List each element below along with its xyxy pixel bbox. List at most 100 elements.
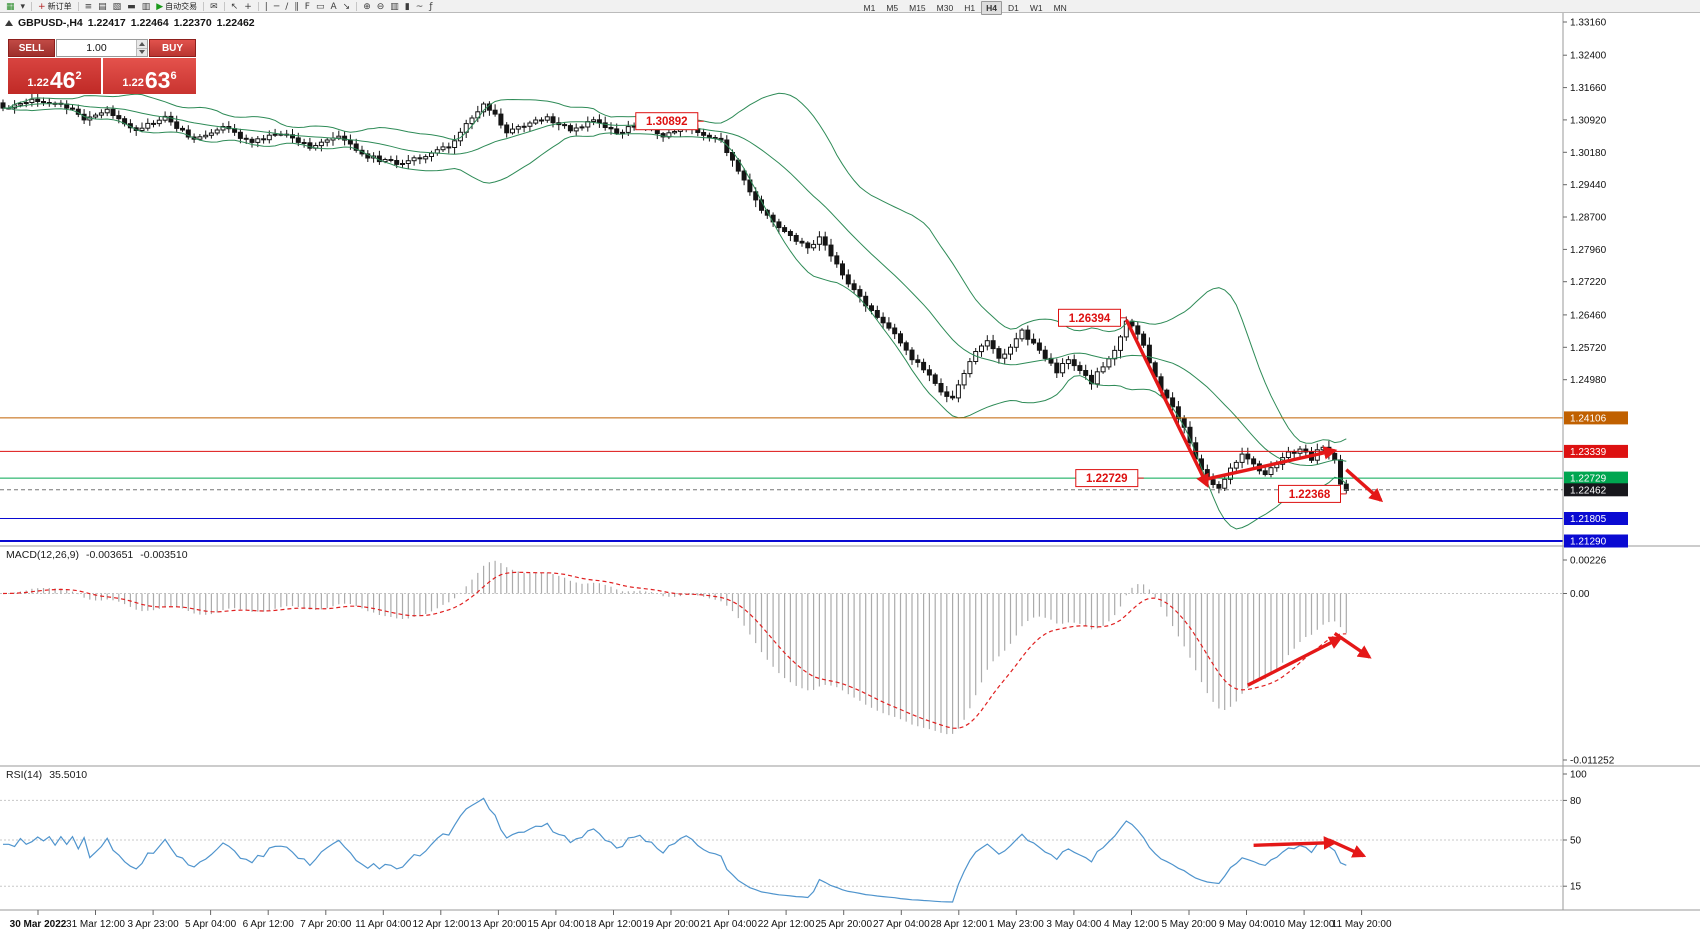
terminal-icon[interactable]: ▬ bbox=[127, 1, 136, 12]
text-label-icon[interactable]: A bbox=[330, 1, 337, 12]
zoom-in-icon[interactable]: ⊕ bbox=[363, 1, 371, 12]
timeframe-m30[interactable]: M30 bbox=[936, 3, 954, 13]
trend-arrow[interactable] bbox=[1247, 636, 1343, 687]
new-chart-icon[interactable]: ▦ bbox=[6, 1, 15, 12]
price-axis-label: 1.32400 bbox=[1570, 51, 1607, 62]
toolbar-separator bbox=[77, 2, 79, 11]
time-axis-label: 19 Apr 20:00 bbox=[643, 919, 700, 930]
chart-plot-area[interactable] bbox=[0, 14, 1563, 545]
market-watch-icon[interactable]: ≡ bbox=[84, 1, 93, 12]
price-annotation: 1.22368 bbox=[1278, 484, 1347, 503]
macd-axis-label: 0.00 bbox=[1570, 589, 1590, 600]
time-axis-label: 5 May 20:00 bbox=[1161, 919, 1216, 930]
svg-text:1.23339: 1.23339 bbox=[1570, 447, 1607, 458]
chart-profiles-icon[interactable]: ▾ bbox=[20, 1, 26, 12]
trend-arrow[interactable] bbox=[1345, 468, 1384, 503]
time-axis-label: 12 Apr 12:00 bbox=[412, 919, 469, 930]
trendline-icon[interactable]: / bbox=[285, 1, 289, 12]
sell-button[interactable]: SELL bbox=[8, 39, 55, 57]
chart-title: GBPUSD-,H4 1.22417 1.22464 1.22370 1.224… bbox=[5, 17, 255, 29]
buy-button[interactable]: BUY bbox=[149, 39, 196, 57]
shapes-icon[interactable]: ▭ bbox=[315, 1, 325, 12]
macd-axis-label: -0.011252 bbox=[1570, 756, 1615, 767]
cursor-icon[interactable]: ↖ bbox=[230, 1, 239, 12]
time-axis-area[interactable] bbox=[0, 911, 1700, 936]
candlestick-chart-icon[interactable]: ▮ bbox=[404, 1, 410, 12]
macd-signal-line bbox=[2, 571, 1347, 729]
new-order-icon[interactable]: + 新订单 bbox=[38, 1, 72, 12]
crosshair-icon[interactable]: + bbox=[244, 1, 252, 12]
macd-histogram bbox=[8, 560, 1347, 735]
timeframe-m15[interactable]: M15 bbox=[909, 3, 926, 13]
buy-quote-pips: 63 bbox=[144, 67, 171, 93]
time-axis-label: 15 Apr 04:00 bbox=[528, 919, 585, 930]
timeframe-w1[interactable]: W1 bbox=[1029, 3, 1043, 13]
time-axis-label: 10 May 12:00 bbox=[1274, 919, 1335, 930]
sell-quote-pips: 46 bbox=[49, 67, 76, 93]
price-annotation: 1.30892 bbox=[635, 112, 704, 131]
volume-increase-button[interactable] bbox=[137, 40, 147, 48]
rsi-label: RSI(14) 35.5010 bbox=[6, 769, 87, 781]
macd-plot-area[interactable] bbox=[0, 547, 1563, 765]
toolbar-separator bbox=[203, 2, 205, 11]
timeframe-m5[interactable]: M5 bbox=[886, 3, 899, 13]
horizontal-line-icon[interactable]: ─ bbox=[273, 1, 280, 12]
toolbar-separator bbox=[223, 2, 225, 11]
buy-quote[interactable]: 1.22 63 6 bbox=[103, 58, 196, 94]
time-axis-label: 3 May 04:00 bbox=[1046, 919, 1101, 930]
macd-axis-label: 0.00226 bbox=[1570, 556, 1607, 567]
zoom-out-icon[interactable]: ⊖ bbox=[376, 1, 385, 12]
data-window-icon[interactable]: ▤ bbox=[98, 1, 107, 12]
sell-quote-prefix: 1.22 bbox=[27, 77, 49, 89]
timeframe-h1[interactable]: H1 bbox=[964, 3, 976, 13]
trend-arrow[interactable] bbox=[1333, 631, 1372, 659]
volume-decrease-button[interactable] bbox=[137, 47, 147, 56]
trend-arrow[interactable] bbox=[1253, 836, 1338, 850]
macd-label: MACD(12,26,9) -0.003651 -0.003510 bbox=[6, 549, 188, 561]
price-axis-label: 1.27220 bbox=[1570, 277, 1607, 288]
navigator-icon[interactable]: ▧ bbox=[112, 1, 122, 12]
arrow-object-icon[interactable]: ↘ bbox=[342, 1, 351, 12]
strategy-tester-icon[interactable]: ▥ bbox=[141, 1, 151, 12]
arrow-down-icon bbox=[139, 50, 145, 55]
timeframe-mn[interactable]: MN bbox=[1053, 3, 1067, 13]
price-axis-area[interactable] bbox=[1563, 13, 1700, 910]
fibonacci-icon[interactable]: F bbox=[304, 1, 310, 12]
volume-value: 1.00 bbox=[86, 42, 107, 54]
line-chart-icon[interactable]: ~ bbox=[415, 1, 424, 12]
timeframe-m1[interactable]: M1 bbox=[863, 3, 876, 13]
price-axis-label: 1.27960 bbox=[1570, 245, 1607, 256]
timeframe-d1[interactable]: D1 bbox=[1007, 3, 1019, 13]
trend-arrow[interactable] bbox=[1328, 838, 1367, 858]
trend-arrow[interactable] bbox=[1201, 446, 1338, 482]
rsi-plot-area[interactable] bbox=[0, 767, 1563, 909]
time-axis-label: 4 May 12:00 bbox=[1104, 919, 1159, 930]
collapse-one-click-icon[interactable] bbox=[5, 20, 13, 26]
one-click-trading-panel: SELL 1.00 BUY 1.22 46 2 1.22 63 6 bbox=[8, 39, 196, 94]
volume-field[interactable]: 1.00 bbox=[56, 39, 148, 57]
timeframe-toolbar: M1 M5 M15 M30 H1 H4 D1 W1 MN bbox=[858, 1, 1072, 15]
indicators-icon[interactable]: ƒ bbox=[429, 1, 433, 12]
price-axis-label: 1.24980 bbox=[1570, 375, 1607, 386]
vertical-line-icon[interactable]: | bbox=[264, 1, 268, 12]
ohlc-close: 1.22462 bbox=[216, 17, 255, 29]
channel-icon[interactable]: ∥ bbox=[294, 1, 299, 12]
price-axis-badge: 1.21290 bbox=[1564, 534, 1628, 548]
autotrading-icon-label: 自动交易 bbox=[165, 1, 198, 11]
bar-chart-icon[interactable]: ▥ bbox=[390, 1, 399, 12]
new-email-icon[interactable]: ✉ bbox=[210, 1, 218, 12]
volume-stepper bbox=[136, 40, 147, 56]
rsi-axis-label: 100 bbox=[1570, 770, 1587, 781]
trend-arrow[interactable] bbox=[1124, 319, 1209, 488]
time-axis-label: 3 Apr 23:00 bbox=[128, 919, 180, 930]
sell-quote[interactable]: 1.22 46 2 bbox=[8, 58, 101, 94]
rsi-value: 35.5010 bbox=[49, 769, 88, 781]
price-axis-badge: 1.23339 bbox=[1564, 444, 1628, 458]
autotrading-icon[interactable]: ▶ 自动交易 bbox=[156, 1, 198, 12]
timeframe-h4[interactable]: H4 bbox=[980, 1, 1003, 15]
toolbar-separator bbox=[31, 2, 33, 11]
svg-text:1.22729: 1.22729 bbox=[1086, 473, 1128, 485]
time-axis-label: 31 Mar 12:00 bbox=[66, 919, 125, 930]
